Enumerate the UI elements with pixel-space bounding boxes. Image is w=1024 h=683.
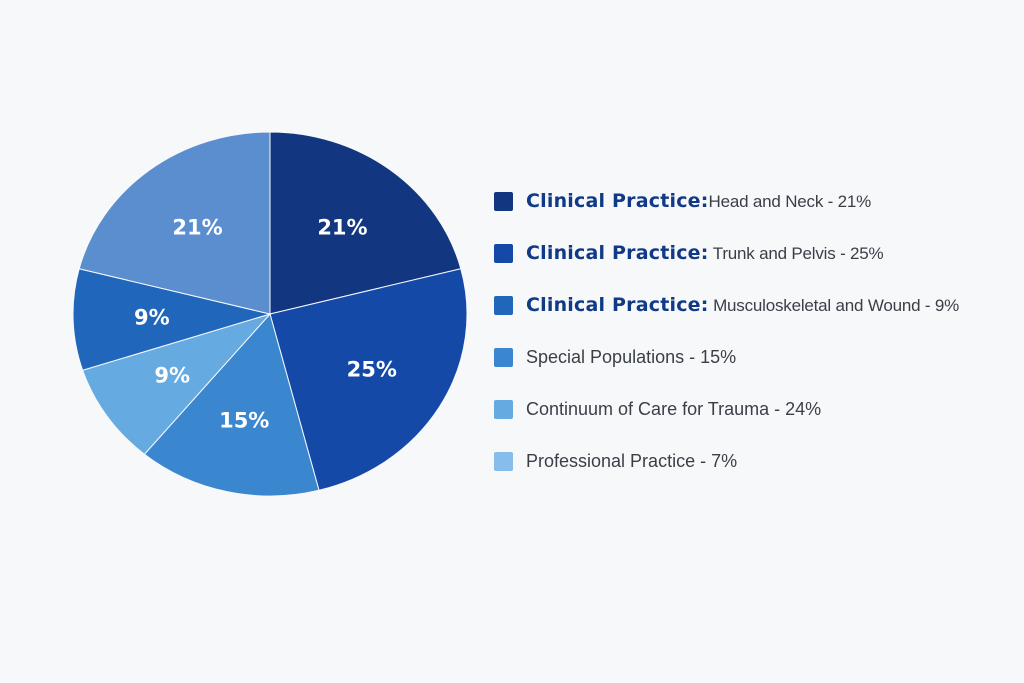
pie-slice bbox=[78, 131, 271, 315]
pie-slice bbox=[81, 313, 272, 455]
legend-prefix: Clinical Practice: bbox=[526, 190, 709, 212]
legend-swatch bbox=[494, 399, 513, 419]
legend-label: Clinical Practice: Trunk and Pelvis - 25… bbox=[526, 242, 884, 264]
legend-item: Clinical Practice: Trunk and Pelvis - 25… bbox=[494, 238, 1014, 268]
legend-text: Musculoskeletal and Wound - 9% bbox=[708, 296, 960, 315]
legend-swatch bbox=[494, 295, 513, 315]
pie-slice bbox=[143, 312, 320, 497]
legend-label: Professional Practice - 7% bbox=[526, 451, 737, 472]
legend-swatch bbox=[494, 451, 513, 471]
legend-item: Professional Practice - 7% bbox=[494, 446, 1014, 476]
legend-swatch bbox=[494, 347, 513, 367]
legend-text: Special Populations - 15% bbox=[526, 346, 737, 367]
legend-label: Continuum of Care for Trauma - 24% bbox=[526, 399, 821, 420]
legend-prefix: Clinical Practice: bbox=[526, 242, 709, 264]
pie-slice bbox=[72, 268, 272, 371]
legend-text: Continuum of Care for Trauma - 24% bbox=[526, 398, 822, 419]
legend-item: Continuum of Care for Trauma - 24% bbox=[494, 394, 1014, 424]
slice-label: 9% bbox=[154, 363, 190, 387]
legend-text: Trunk and Pelvis - 25% bbox=[708, 244, 884, 263]
slice-label: 15% bbox=[219, 409, 269, 433]
legend-swatch bbox=[494, 243, 513, 263]
pie-slice bbox=[269, 268, 468, 491]
legend-text: Professional Practice - 7% bbox=[526, 450, 738, 471]
pie-chart: 21% 25% 15% 9% 9% 21% bbox=[72, 131, 468, 497]
pie-slice bbox=[269, 131, 462, 315]
slice-label: 25% bbox=[347, 358, 397, 382]
legend-item: Special Populations - 15% bbox=[494, 342, 1014, 372]
legend-label: Clinical Practice:Head and Neck - 21% bbox=[526, 190, 871, 212]
legend-label: Special Populations - 15% bbox=[526, 347, 736, 368]
slice-label: 21% bbox=[317, 216, 367, 240]
legend: Clinical Practice:Head and Neck - 21% Cli… bbox=[494, 186, 1014, 498]
legend-text: Head and Neck - 21% bbox=[708, 192, 872, 211]
legend-label: Clinical Practice: Musculoskeletal and W… bbox=[526, 294, 959, 316]
legend-item: Clinical Practice: Musculoskeletal and W… bbox=[494, 290, 1014, 320]
legend-prefix: Clinical Practice: bbox=[526, 294, 709, 316]
legend-swatch bbox=[494, 191, 513, 211]
slice-label: 9% bbox=[134, 305, 170, 329]
slice-label: 21% bbox=[172, 216, 222, 240]
legend-item: Clinical Practice:Head and Neck - 21% bbox=[494, 186, 1014, 216]
